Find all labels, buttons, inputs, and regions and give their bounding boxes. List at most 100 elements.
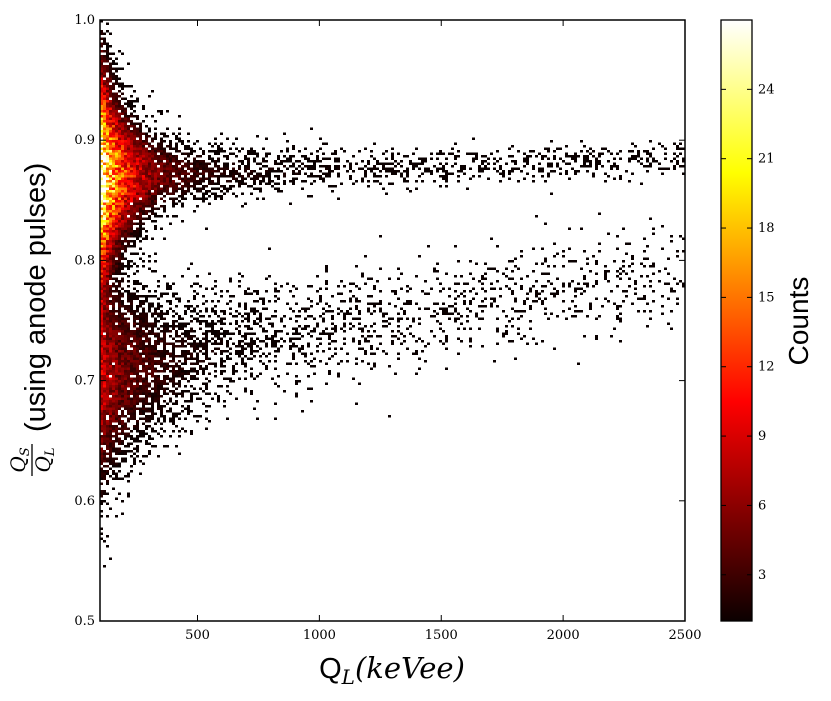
heatmap-cell — [133, 212, 136, 215]
heatmap-cell — [124, 335, 127, 338]
heatmap-cell — [196, 190, 199, 193]
heatmap-cell — [100, 290, 103, 293]
heatmap-cell — [169, 197, 172, 200]
heatmap-cell — [103, 130, 106, 133]
heatmap-cell — [367, 185, 370, 188]
heatmap-cell — [307, 375, 310, 378]
heatmap-cell — [118, 465, 121, 468]
heatmap-cell — [253, 180, 256, 183]
heatmap-cell — [109, 335, 112, 338]
heatmap-cell — [103, 422, 106, 425]
heatmap-cell — [118, 420, 121, 423]
heatmap-cell — [361, 347, 364, 350]
heatmap-cell — [145, 200, 148, 203]
heatmap-cell — [442, 177, 445, 180]
heatmap-cell — [100, 127, 103, 130]
heatmap-cell — [103, 457, 106, 460]
heatmap-cell — [136, 227, 139, 230]
heatmap-cell — [652, 272, 655, 275]
heatmap-cell — [481, 155, 484, 158]
heatmap-cell — [247, 185, 250, 188]
heatmap-cell — [181, 195, 184, 198]
heatmap-cell — [670, 287, 673, 290]
heatmap-cell — [478, 175, 481, 178]
heatmap-cell — [550, 312, 553, 315]
heatmap-cell — [208, 177, 211, 180]
heatmap-cell — [265, 335, 268, 338]
heatmap-cell — [166, 182, 169, 185]
heatmap-cell — [280, 317, 283, 320]
heatmap-cell — [109, 170, 112, 173]
heatmap-cell — [439, 327, 442, 330]
heatmap-cell — [103, 327, 106, 330]
heatmap-cell — [283, 340, 286, 343]
heatmap-cell — [124, 397, 127, 400]
heatmap-cell — [127, 200, 130, 203]
heatmap-cell — [253, 290, 256, 293]
heatmap-cell — [103, 397, 106, 400]
heatmap-cell — [166, 215, 169, 218]
heatmap-cell — [526, 157, 529, 160]
heatmap-cell — [121, 217, 124, 220]
heatmap-cell — [313, 357, 316, 360]
heatmap-cell — [151, 167, 154, 170]
heatmap-cell — [100, 252, 103, 255]
heatmap-cell — [187, 307, 190, 310]
heatmap-cell — [556, 252, 559, 255]
heatmap-cell — [532, 247, 535, 250]
heatmap-cell — [160, 395, 163, 398]
heatmap-cell — [115, 140, 118, 143]
heatmap-cell — [277, 162, 280, 165]
heatmap-cell — [103, 325, 106, 328]
heatmap-cell — [121, 295, 124, 298]
heatmap-cell — [460, 340, 463, 343]
heatmap-cell — [103, 190, 106, 193]
heatmap-cell — [217, 397, 220, 400]
heatmap-cell — [190, 362, 193, 365]
heatmap-cell — [562, 282, 565, 285]
heatmap-cell — [247, 160, 250, 163]
heatmap-cell — [178, 132, 181, 135]
heatmap-cell — [109, 95, 112, 98]
heatmap-cell — [136, 317, 139, 320]
heatmap-cell — [475, 155, 478, 158]
heatmap-cell — [118, 315, 121, 318]
heatmap-cell — [178, 177, 181, 180]
heatmap-cell — [589, 270, 592, 273]
heatmap-cell — [136, 330, 139, 333]
heatmap-cell — [133, 100, 136, 103]
heatmap-cell — [130, 115, 133, 118]
heatmap-cell — [115, 195, 118, 198]
heatmap-cell — [115, 360, 118, 363]
heatmap-cell — [175, 185, 178, 188]
heatmap-cell — [154, 162, 157, 165]
heatmap-cell — [169, 390, 172, 393]
heatmap-cell — [253, 300, 256, 303]
heatmap-cell — [595, 317, 598, 320]
heatmap-cell — [202, 345, 205, 348]
heatmap-cell — [178, 370, 181, 373]
heatmap-cell — [124, 197, 127, 200]
heatmap-cell — [124, 350, 127, 353]
heatmap-cell — [106, 260, 109, 263]
heatmap-cell — [202, 192, 205, 195]
heatmap-cell — [115, 337, 118, 340]
heatmap-cell — [166, 172, 169, 175]
heatmap-cell — [178, 315, 181, 318]
heatmap-cell — [103, 162, 106, 165]
heatmap-cell — [109, 260, 112, 263]
heatmap-cell — [178, 297, 181, 300]
heatmap-cell — [112, 352, 115, 355]
heatmap-cell — [148, 437, 151, 440]
heatmap-cell — [580, 150, 583, 153]
heatmap-cell — [163, 275, 166, 278]
heatmap-cell — [154, 177, 157, 180]
heatmap-cell — [112, 282, 115, 285]
heatmap-cell — [175, 325, 178, 328]
heatmap-cell — [184, 172, 187, 175]
heatmap-cell — [127, 185, 130, 188]
heatmap-cell — [139, 140, 142, 143]
heatmap-cell — [169, 410, 172, 413]
heatmap-cell — [151, 152, 154, 155]
heatmap-cell — [139, 202, 142, 205]
